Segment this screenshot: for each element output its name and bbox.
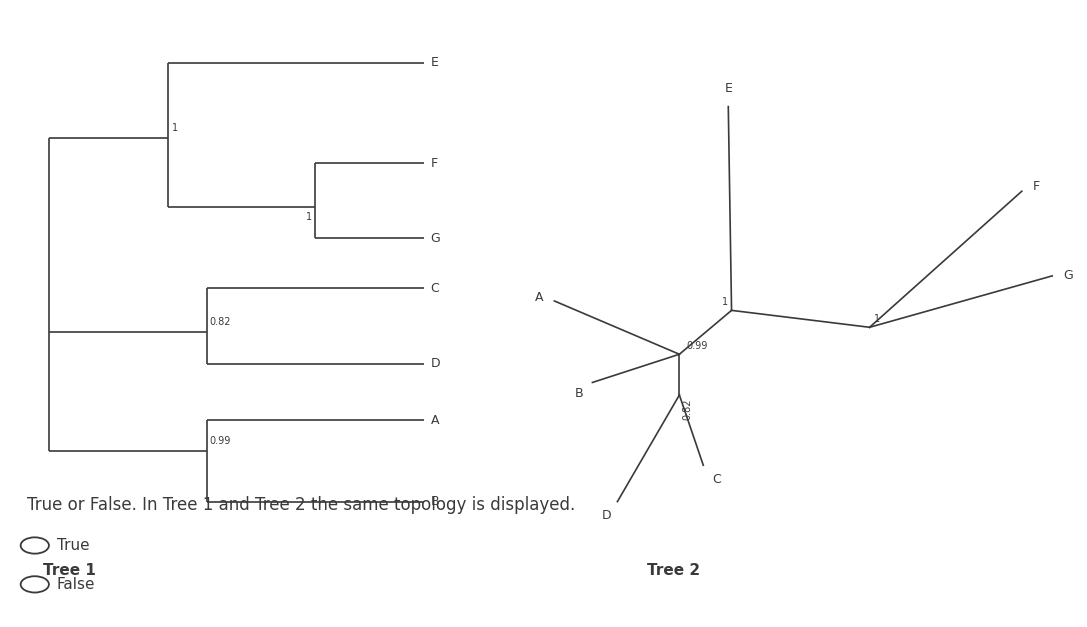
- Text: 1: 1: [874, 314, 880, 324]
- Text: G: G: [1063, 270, 1073, 282]
- Text: E: E: [724, 82, 733, 95]
- Text: 0.99: 0.99: [686, 341, 708, 351]
- Text: F: F: [1033, 180, 1040, 192]
- Text: 0.99: 0.99: [210, 436, 232, 446]
- Text: A: A: [535, 292, 544, 304]
- Text: 1: 1: [722, 297, 728, 307]
- Text: F: F: [430, 157, 438, 169]
- Text: True or False. In Tree 1 and Tree 2 the same topology is displayed.: True or False. In Tree 1 and Tree 2 the …: [27, 496, 575, 514]
- Text: True: True: [57, 538, 89, 553]
- Text: 1: 1: [172, 123, 178, 133]
- Text: B: B: [575, 387, 584, 401]
- Text: False: False: [57, 577, 95, 592]
- Text: Tree 2: Tree 2: [647, 563, 700, 578]
- Text: E: E: [430, 56, 438, 69]
- Text: C: C: [712, 473, 721, 486]
- Text: Tree 1: Tree 1: [43, 563, 97, 578]
- Text: A: A: [430, 414, 439, 426]
- Text: 0.82: 0.82: [683, 398, 692, 419]
- Text: D: D: [602, 509, 611, 522]
- Text: B: B: [430, 495, 439, 508]
- Text: 0.82: 0.82: [210, 317, 232, 327]
- Text: D: D: [430, 357, 440, 370]
- Text: G: G: [430, 232, 440, 245]
- Text: 1: 1: [305, 212, 312, 222]
- Text: C: C: [430, 282, 439, 295]
